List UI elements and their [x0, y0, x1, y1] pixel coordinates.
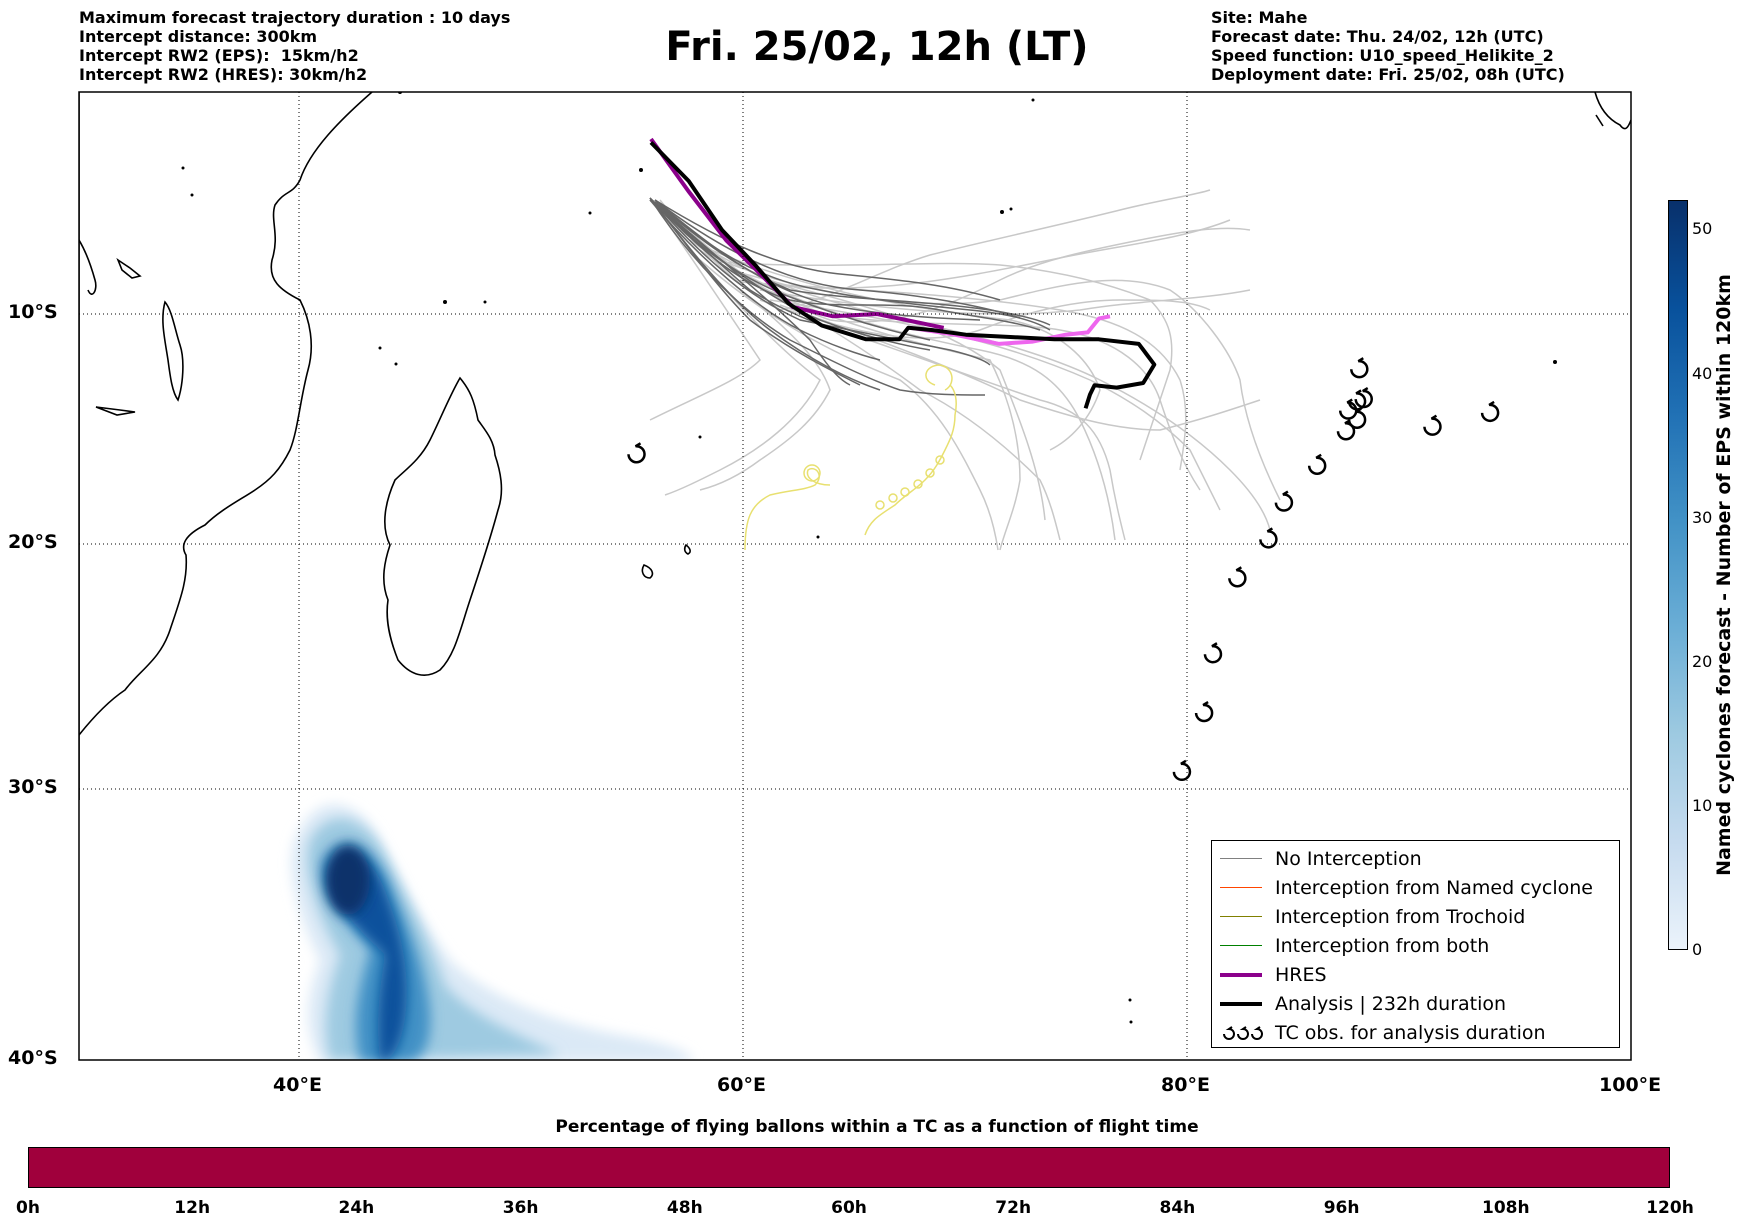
tc-obs-marker: [1347, 389, 1367, 411]
intercept-hres-text: Intercept RW2 (HRES): 30km/h2: [79, 65, 368, 84]
header-right-info: Site: Mahe Forecast date: Thu. 24/02, 12…: [1211, 8, 1565, 84]
lat-label-10s: 10°S: [8, 301, 58, 323]
tc-obs-marker: [1354, 387, 1373, 409]
legend-item-no-interception: No Interception: [1212, 845, 1619, 874]
legend-swatch: [1220, 916, 1262, 917]
analysis-track: [649, 141, 1157, 409]
density-tick-0: 0: [1692, 940, 1703, 959]
legend-label: TC obs. for analysis duration: [1275, 1022, 1546, 1044]
coastlines: [79, 92, 1631, 800]
legend-label: Interception from Trochoid: [1275, 906, 1526, 928]
time-colorbar: [28, 1147, 1670, 1188]
lat-label-30s: 30°S: [8, 776, 58, 798]
max-duration-text: Maximum forecast trajectory duration : 1…: [79, 8, 511, 27]
lon-label-100e: 100°E: [1599, 1074, 1662, 1096]
time-tick-label: 24h: [338, 1198, 375, 1218]
time-tick-label: 120h: [1646, 1198, 1694, 1218]
cyclone-density-area: [291, 804, 693, 1060]
intercept-eps-text: Intercept RW2 (EPS): 15km/h2: [79, 46, 359, 65]
legend-label: No Interception: [1275, 848, 1422, 870]
page-title: Fri. 25/02, 12h (LT): [665, 24, 1089, 70]
cyclone-symbol-icon: [1223, 1026, 1263, 1040]
intercept-distance-text: Intercept distance: 300km: [79, 27, 318, 46]
time-tick-label: 72h: [995, 1198, 1032, 1218]
legend-item-trochoid: Interception from Trochoid: [1212, 903, 1619, 932]
time-tick-label: 48h: [666, 1198, 703, 1218]
forecast-date-text: Forecast date: Thu. 24/02, 12h (UTC): [1211, 27, 1544, 46]
legend-swatch: [1220, 858, 1262, 859]
tc-obs-marker: [1480, 400, 1500, 423]
legend-label: Interception from both: [1275, 935, 1490, 957]
tc-obs-group: [627, 357, 1500, 781]
speed-function-text: Speed function: U10_speed_Helikite_2: [1211, 46, 1554, 65]
legend-swatch: [1220, 1002, 1262, 1006]
lon-label-40e: 40°E: [273, 1074, 322, 1096]
tc-obs-marker: [1172, 759, 1192, 781]
legend-item-tc-obs: TC obs. for analysis duration: [1212, 1019, 1619, 1048]
site-text: Site: Mahe: [1211, 8, 1308, 27]
time-tick-label: 60h: [831, 1198, 867, 1218]
time-colorbar-title: Percentage of flying ballons within a TC…: [555, 1117, 1199, 1137]
lon-label-60e: 60°E: [717, 1074, 766, 1096]
legend-item-analysis: Analysis | 232h duration: [1212, 990, 1619, 1019]
trochoid-track: [744, 364, 957, 551]
lon-label-80e: 80°E: [1161, 1074, 1210, 1096]
map-frame: [78, 91, 1632, 1061]
tc-obs-marker: [1203, 642, 1223, 664]
tc-obs-marker: [1274, 490, 1294, 512]
tc-obs-marker: [1194, 700, 1214, 723]
density-colorbar: [1668, 200, 1688, 950]
density-tick-30: 30: [1692, 508, 1713, 527]
tc-obs-marker: [1336, 419, 1356, 441]
tc-obs-marker: [1259, 527, 1278, 549]
legend-item-both: Interception from both: [1212, 932, 1619, 961]
tc-obs-marker: [1423, 414, 1442, 436]
small-islands: [181, 92, 1557, 1024]
density-tick-10: 10: [1692, 796, 1713, 815]
legend-swatch: [1220, 973, 1262, 977]
tc-obs-marker: [627, 442, 646, 464]
legend-swatch: [1220, 945, 1262, 946]
tc-obs-marker: [1347, 407, 1367, 429]
legend-item-named-cyclone: Interception from Named cyclone: [1212, 874, 1619, 903]
time-tick-label: 12h: [174, 1198, 211, 1218]
legend: No Interception Interception from Named …: [1211, 840, 1620, 1048]
time-tick-label: 96h: [1323, 1198, 1360, 1218]
legend-label: Interception from Named cyclone: [1275, 877, 1593, 899]
density-tick-50: 50: [1692, 219, 1713, 238]
density-tick-40: 40: [1692, 364, 1713, 383]
lat-label-40s: 40°S: [8, 1047, 58, 1069]
deployment-date-text: Deployment date: Fri. 25/02, 08h (UTC): [1211, 65, 1565, 84]
header-left-info: Maximum forecast trajectory duration : 1…: [79, 8, 510, 84]
time-tick-label: 84h: [1159, 1198, 1196, 1218]
tc-obs-marker: [1350, 357, 1369, 379]
grid-lines: [79, 92, 1631, 1060]
legend-label: Analysis | 232h duration: [1275, 993, 1507, 1015]
time-tick-label: 108h: [1482, 1198, 1530, 1218]
time-tick-label: 0h: [16, 1198, 40, 1218]
legend-label: HRES: [1275, 964, 1327, 986]
legend-swatch: [1220, 887, 1262, 888]
legend-item-hres: HRES: [1212, 961, 1619, 990]
tc-obs-marker: [1228, 566, 1247, 588]
tc-obs-marker: [1307, 453, 1327, 475]
density-tick-20: 20: [1692, 652, 1713, 671]
lat-label-20s: 20°S: [8, 531, 58, 553]
eps-trajectories: [649, 189, 1281, 551]
time-tick-label: 36h: [502, 1198, 539, 1218]
density-colorbar-label: Named cyclones forecast - Number of EPS …: [1713, 274, 1735, 876]
